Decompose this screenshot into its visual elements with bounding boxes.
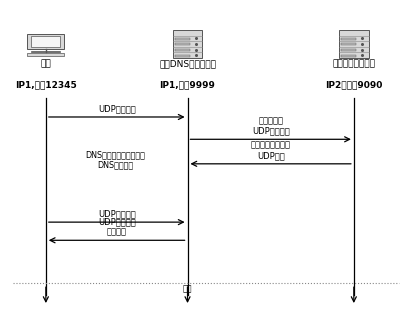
FancyBboxPatch shape xyxy=(342,54,356,57)
FancyBboxPatch shape xyxy=(175,54,190,57)
Text: IP1,端口12345: IP1,端口12345 xyxy=(15,80,77,89)
Text: 匿名DNS查询客户端: 匿名DNS查询客户端 xyxy=(159,60,216,68)
FancyBboxPatch shape xyxy=(27,34,64,49)
FancyBboxPatch shape xyxy=(27,53,64,56)
FancyBboxPatch shape xyxy=(173,30,202,58)
Text: IP2，端口9090: IP2，端口9090 xyxy=(325,80,382,89)
FancyBboxPatch shape xyxy=(342,38,356,40)
FancyBboxPatch shape xyxy=(339,30,369,58)
Text: 时间: 时间 xyxy=(183,284,192,293)
FancyBboxPatch shape xyxy=(342,43,356,45)
FancyBboxPatch shape xyxy=(175,43,190,45)
Text: 不命中缓存
UDP查询请求: 不命中缓存 UDP查询请求 xyxy=(252,116,290,135)
Text: UDP查询请求: UDP查询请求 xyxy=(98,104,136,113)
Text: 第三方代理服务器: 第三方代理服务器 xyxy=(332,60,375,68)
Text: IP1,端口9999: IP1,端口9999 xyxy=(159,80,215,89)
FancyBboxPatch shape xyxy=(342,49,356,51)
Text: DNS查询客户端负责缓存
DNS响应结果: DNS查询客户端负责缓存 DNS响应结果 xyxy=(86,150,145,170)
Text: 用户: 用户 xyxy=(40,60,51,68)
FancyBboxPatch shape xyxy=(175,38,190,40)
Text: UDP查询请求: UDP查询请求 xyxy=(98,209,136,218)
Text: UDP查询请求
命中缓存: UDP查询请求 命中缓存 xyxy=(98,217,136,236)
Text: 第三方服务器返回
UDP响应: 第三方服务器返回 UDP响应 xyxy=(250,140,291,160)
FancyBboxPatch shape xyxy=(175,49,190,51)
FancyBboxPatch shape xyxy=(31,36,60,47)
